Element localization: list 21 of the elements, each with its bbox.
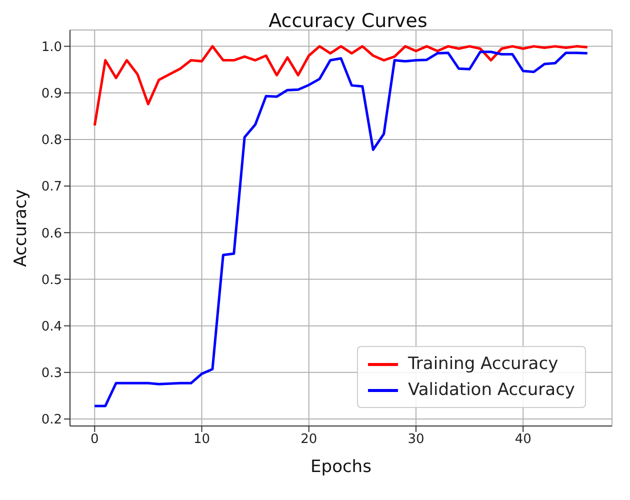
x-tick-label: 40 bbox=[514, 432, 532, 448]
legend-label: Training Accuracy bbox=[408, 353, 558, 376]
y-tick-label: 0.7 bbox=[41, 180, 62, 195]
y-tick-label: 0.4 bbox=[41, 319, 62, 334]
y-tick-label: 0.9 bbox=[41, 86, 62, 102]
x-tick-label: 0 bbox=[90, 432, 99, 448]
y-tick-label: 0.5 bbox=[41, 272, 62, 288]
y-axis-title: Accuracy bbox=[11, 189, 32, 267]
y-tick-label: 0.2 bbox=[41, 412, 62, 428]
y-tick-label: 0.3 bbox=[41, 366, 62, 382]
line-series bbox=[93, 50, 589, 408]
x-tick-label: 20 bbox=[300, 432, 318, 448]
y-tick-label: 0.8 bbox=[41, 133, 62, 148]
line-series bbox=[93, 45, 589, 127]
x-axis-title: Epochs bbox=[310, 457, 372, 477]
y-tick-label: 1.0 bbox=[41, 40, 62, 55]
y-tick-label: 0.6 bbox=[41, 226, 62, 242]
x-tick-label: 10 bbox=[193, 432, 210, 448]
x-tick-label: 30 bbox=[408, 432, 424, 448]
chart-title: Accuracy Curves bbox=[268, 10, 428, 32]
legend-label: Validation Accuracy bbox=[408, 379, 575, 402]
